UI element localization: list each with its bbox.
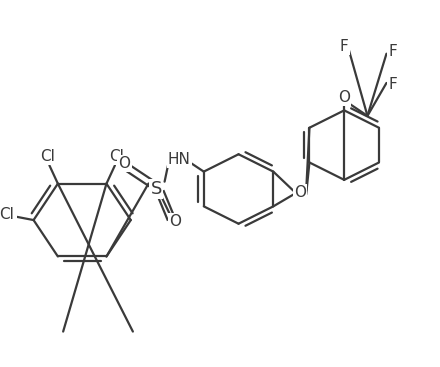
Text: F: F [389, 77, 397, 92]
Text: F: F [389, 44, 397, 59]
Text: O: O [338, 90, 350, 105]
Text: O: O [294, 185, 306, 200]
Text: F: F [340, 39, 348, 54]
Text: O: O [169, 214, 181, 229]
Text: Cl: Cl [110, 149, 125, 164]
Text: Cl: Cl [0, 207, 14, 222]
Text: Cl: Cl [40, 149, 55, 164]
Text: HN: HN [168, 152, 191, 167]
Text: O: O [118, 156, 130, 171]
Text: S: S [150, 180, 162, 198]
